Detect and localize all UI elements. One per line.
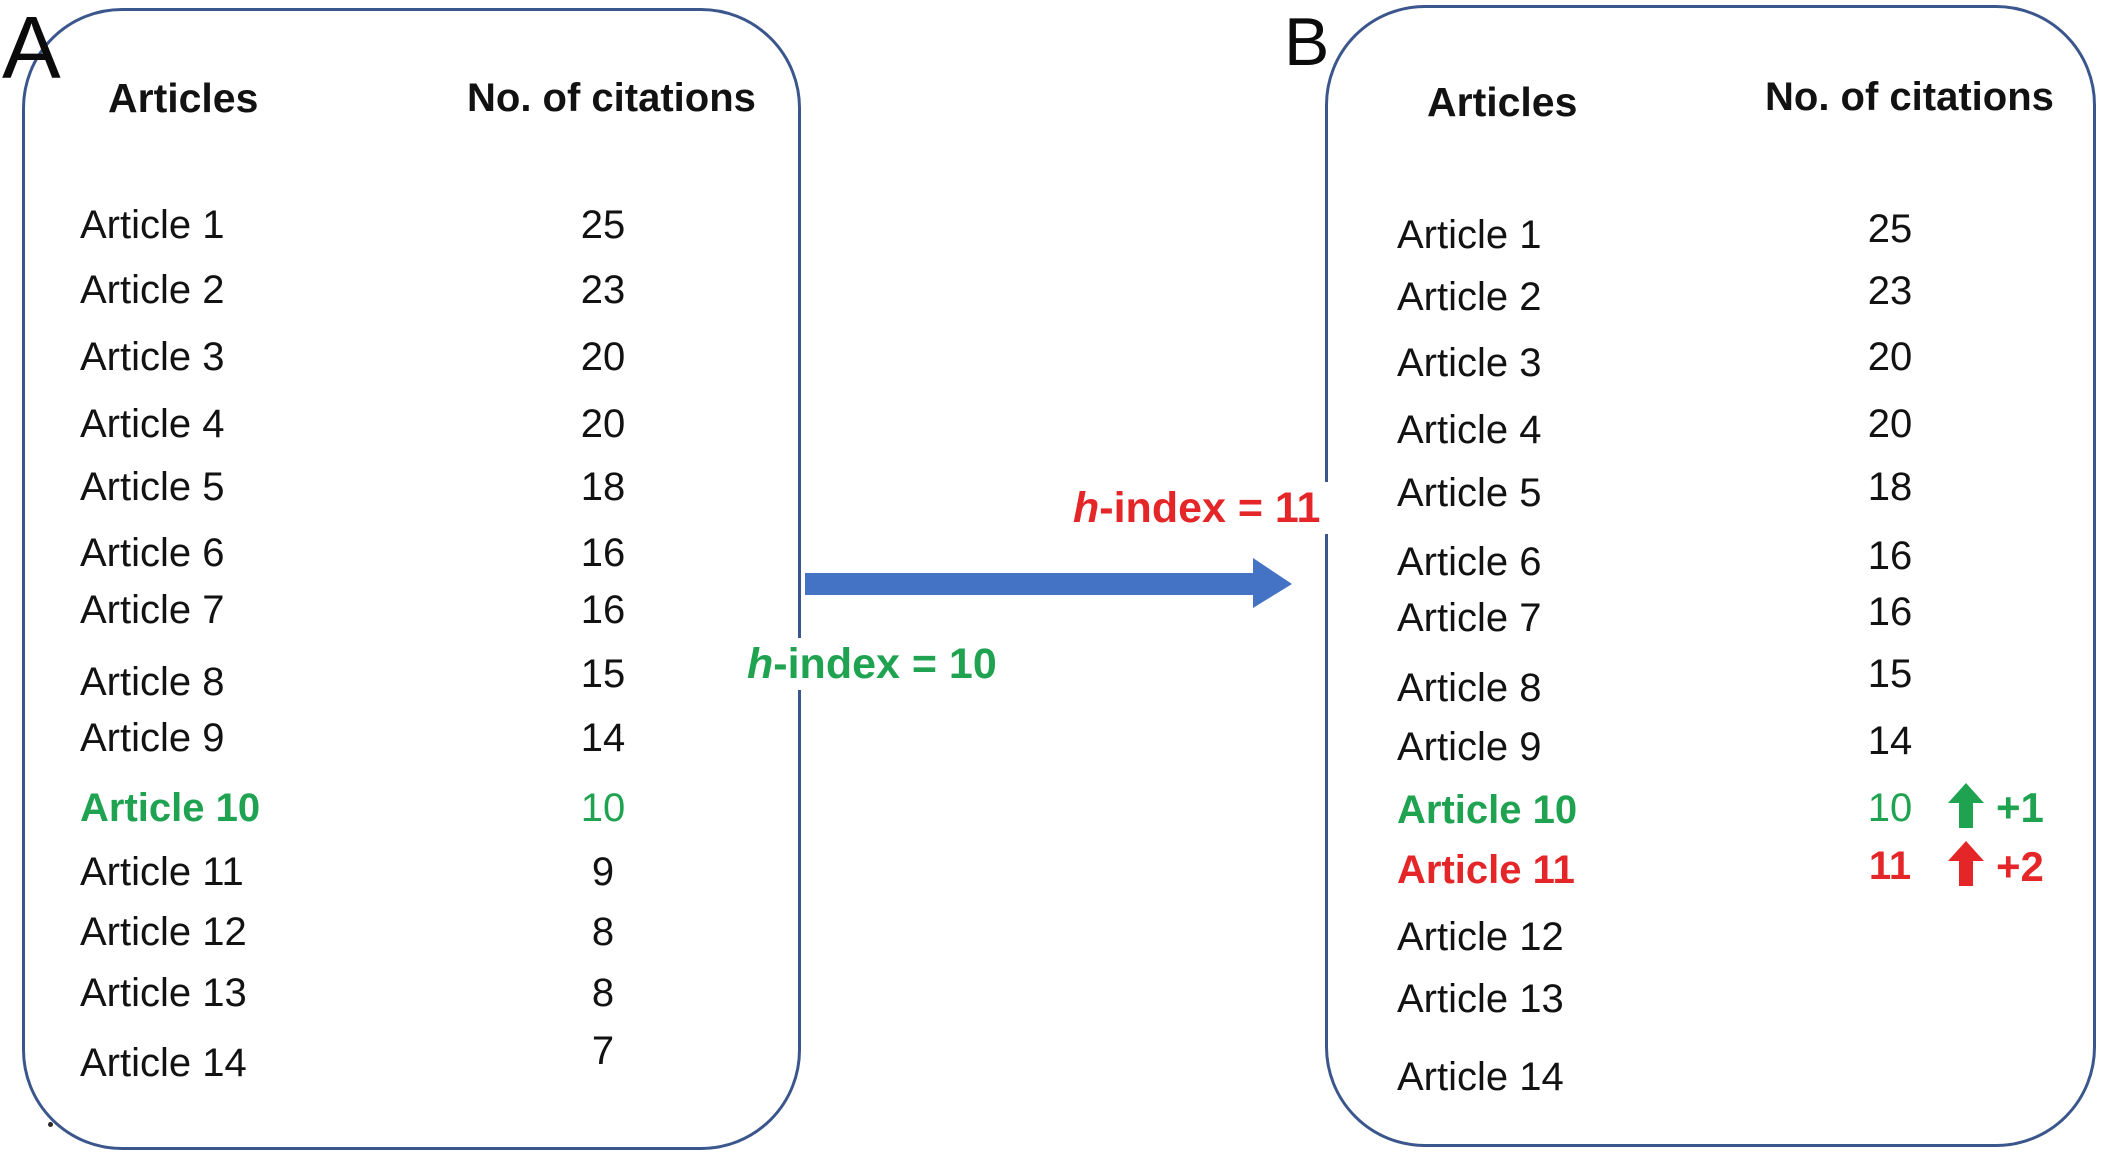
article-label: Article 1 bbox=[1397, 213, 1542, 257]
article-label: Article 7 bbox=[1397, 596, 1542, 640]
citation-value: 9 bbox=[591, 850, 615, 894]
citation-value: 20 bbox=[1867, 402, 1913, 446]
citation-value: 18 bbox=[580, 465, 626, 509]
article-label: Article 1 bbox=[80, 203, 225, 247]
citation-value: 15 bbox=[1867, 652, 1913, 696]
h-index-after-label: h-index = 11 bbox=[1069, 482, 1331, 534]
citation-value: 14 bbox=[1867, 719, 1913, 763]
panel-b-articles-header: Articles bbox=[1427, 79, 1578, 125]
article-label: Article 14 bbox=[80, 1041, 247, 1085]
article-label-highlight-green: Article 10 bbox=[1397, 788, 1578, 832]
article-label: Article 2 bbox=[80, 268, 225, 312]
h-index-before-label: h-index = 10 bbox=[743, 638, 1007, 690]
citation-value: 20 bbox=[1867, 335, 1913, 379]
panel-a-citations-header: No. of citations bbox=[467, 76, 756, 120]
article-label: Article 13 bbox=[80, 971, 247, 1015]
citation-value: 16 bbox=[580, 588, 626, 632]
article-label: Article 9 bbox=[1397, 725, 1542, 769]
citation-value: 16 bbox=[1867, 590, 1913, 634]
article-label: Article 4 bbox=[1397, 408, 1542, 452]
stray-dot bbox=[48, 1122, 53, 1127]
article-label: Article 9 bbox=[80, 716, 225, 760]
panel-a-tag: A bbox=[2, 0, 61, 97]
panel-b-tag: B bbox=[1284, 4, 1330, 80]
citation-value-highlight-red: 11 bbox=[1868, 844, 1912, 888]
delta-badge: +2 bbox=[1996, 843, 2044, 890]
citation-value: 20 bbox=[580, 402, 626, 446]
panel-a-articles-header: Articles bbox=[108, 75, 259, 121]
article-label: Article 7 bbox=[80, 588, 225, 632]
h-index-before-text: -index = 10 bbox=[773, 640, 997, 688]
citation-value: 14 bbox=[580, 716, 626, 760]
article-label: Article 4 bbox=[80, 402, 225, 446]
citation-value-highlight-green: 10 bbox=[1867, 786, 1913, 830]
citation-value: 23 bbox=[1867, 269, 1913, 313]
article-label: Article 3 bbox=[80, 335, 225, 379]
citation-value: 15 bbox=[580, 652, 626, 696]
delta-badge: +1 bbox=[1996, 784, 2044, 831]
article-label: Article 2 bbox=[1397, 275, 1542, 319]
article-label: Article 12 bbox=[1397, 915, 1564, 959]
article-label: Article 8 bbox=[80, 660, 225, 704]
h-index-after-italic-h: h bbox=[1073, 484, 1100, 532]
citation-value: 20 bbox=[580, 335, 626, 379]
up-arrow-icon bbox=[1948, 841, 1984, 886]
panel-b-outline bbox=[1325, 5, 2096, 1147]
article-label: Article 6 bbox=[80, 531, 225, 575]
citation-value: 16 bbox=[580, 531, 626, 575]
citation-value: 23 bbox=[580, 268, 626, 312]
panel-b-citations-header: No. of citations bbox=[1765, 75, 2054, 119]
h-index-after-text: -index = 11 bbox=[1099, 484, 1321, 532]
citation-value: 7 bbox=[591, 1029, 615, 1073]
citation-value: 8 bbox=[591, 910, 615, 954]
panel-a-outline bbox=[22, 8, 801, 1150]
article-label: Article 11 bbox=[80, 850, 244, 894]
article-label-highlight-red: Article 11 bbox=[1397, 848, 1575, 892]
citation-value: 16 bbox=[1867, 534, 1913, 578]
up-arrow-icon bbox=[1948, 783, 1984, 828]
citation-value: 25 bbox=[1867, 207, 1913, 251]
citation-value: 8 bbox=[591, 971, 615, 1015]
article-label: Article 6 bbox=[1397, 540, 1542, 584]
article-label: Article 5 bbox=[1397, 471, 1542, 515]
article-label-highlight-green: Article 10 bbox=[80, 786, 261, 830]
article-label: Article 13 bbox=[1397, 977, 1564, 1021]
citation-value-highlight-green: 10 bbox=[580, 786, 626, 830]
h-index-before-italic-h: h bbox=[747, 640, 774, 688]
article-label: Article 14 bbox=[1397, 1055, 1564, 1099]
article-label: Article 12 bbox=[80, 910, 247, 954]
citation-value: 25 bbox=[580, 203, 626, 247]
article-label: Article 5 bbox=[80, 465, 225, 509]
article-label: Article 3 bbox=[1397, 341, 1542, 385]
article-label: Article 8 bbox=[1397, 666, 1542, 710]
right-arrow-icon bbox=[805, 558, 1292, 608]
citation-value: 18 bbox=[1867, 465, 1913, 509]
